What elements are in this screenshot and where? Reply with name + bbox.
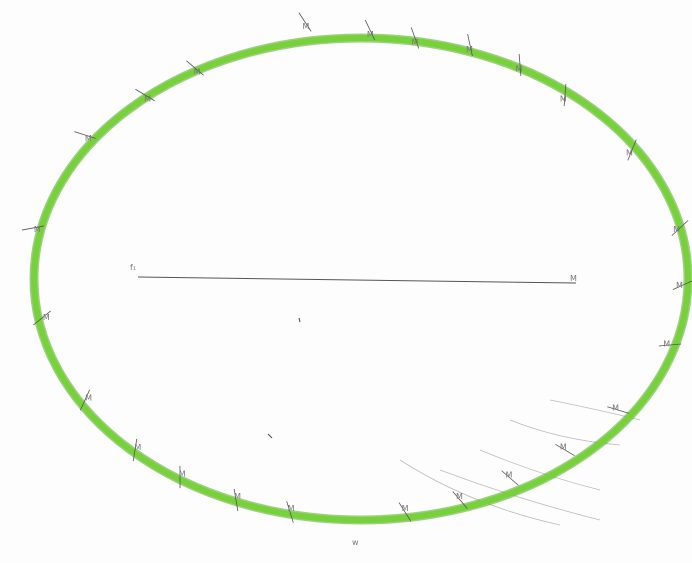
- marker-tick: [627, 139, 637, 161]
- marker-label: M: [34, 225, 41, 234]
- ellipse-ring: [29, 33, 692, 525]
- marker-tick: [658, 343, 682, 347]
- marker-label: M: [626, 149, 633, 158]
- marker-label: M: [43, 313, 50, 322]
- marker-tick: [671, 220, 689, 236]
- marker-label: M: [663, 340, 670, 349]
- marker-tick: [135, 88, 155, 102]
- marker-label: M: [288, 504, 295, 513]
- marker-label: M: [412, 38, 419, 47]
- stray-mark: [298, 317, 301, 323]
- marker-label: M: [466, 45, 473, 54]
- ellipse-outline: [31, 35, 691, 523]
- marker-tick: [555, 443, 575, 457]
- marker-label: M: [367, 30, 374, 39]
- axis-end-label: M: [570, 274, 577, 283]
- marker-tick: [79, 389, 91, 411]
- marker-label: M: [179, 469, 186, 478]
- ellipse-markers: M M M M M M M M M M M M M M M M M M M M M M M M M: [21, 12, 692, 523]
- marker-label: M: [676, 281, 683, 290]
- marker-tick: [21, 225, 45, 231]
- axis-segment: f₁ M: [130, 263, 577, 284]
- major-axis-line: [137, 276, 577, 284]
- marker-tick: [467, 33, 473, 57]
- marker-tick: [233, 488, 239, 512]
- marker-tick: [563, 83, 567, 107]
- stray-mark: [267, 433, 273, 439]
- axis-start-label: f₁: [130, 263, 136, 272]
- faint-arc: [399, 459, 561, 526]
- faint-arc: [509, 419, 621, 446]
- marker-label: M: [560, 94, 567, 103]
- marker-tick: [452, 491, 468, 509]
- faint-arc: [479, 449, 601, 491]
- marker-label: M: [85, 134, 92, 143]
- marker-tick: [132, 438, 138, 462]
- marker-tick: [74, 131, 96, 139]
- marker-label: M: [456, 492, 463, 501]
- marker-label: M: [560, 443, 567, 452]
- marker-tick: [672, 280, 692, 291]
- marker-label: M: [85, 393, 92, 402]
- marker-tick: [410, 27, 420, 49]
- marker-label: M: [234, 492, 241, 501]
- marker-tick: [298, 12, 312, 32]
- faint-arc-strokes: [399, 399, 641, 526]
- bottom-label: w: [352, 538, 359, 547]
- marker-tick: [364, 19, 376, 41]
- marker-label: M: [516, 65, 523, 74]
- marker-label: M: [134, 443, 141, 452]
- marker-tick: [398, 502, 412, 522]
- faint-arc: [439, 469, 601, 521]
- marker-tick: [607, 406, 629, 414]
- marker-tick: [518, 53, 522, 77]
- marker-tick: [33, 310, 51, 326]
- marker-tick: [186, 60, 204, 76]
- marker-label: M: [673, 225, 680, 234]
- marker-label: M: [144, 94, 151, 103]
- marker-label: M: [505, 470, 512, 479]
- marker-label: M: [612, 403, 619, 412]
- marker-label: M: [302, 22, 309, 31]
- marker-tick: [501, 470, 519, 486]
- stray-marks: [267, 317, 301, 439]
- marker-tick: [286, 501, 294, 523]
- marker-label: M: [402, 504, 409, 513]
- marker-label: M: [194, 68, 201, 77]
